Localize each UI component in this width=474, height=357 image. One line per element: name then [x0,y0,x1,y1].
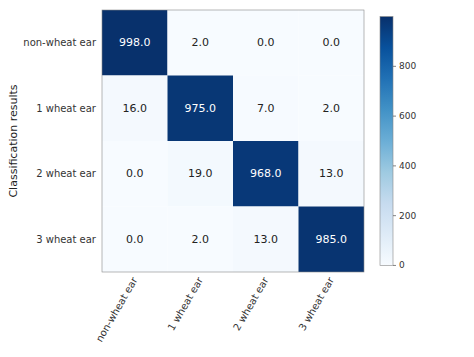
colorbar-tick [393,116,396,117]
cell-label: 968.0 [250,167,282,180]
y-tick-label: 1 wheat ear [36,103,97,114]
cell [299,207,365,273]
colorbar-tick [393,66,396,67]
cell-label: 2.0 [192,36,210,49]
chart: 998.0 2.0 0.0 0.0 16.0 975.0 7.0 2.0 0.0 19.0 968.… [0,0,474,357]
cell-label: 0.0 [257,36,275,49]
colorbar: 0 200 400 600 800 [380,17,416,271]
cell [168,207,234,273]
cell-label: 13.0 [254,233,279,246]
cell [299,76,365,142]
colorbar-tick [393,265,396,266]
cell-label: 998.0 [119,36,151,49]
cell [233,76,299,142]
cell-label: 985.0 [316,233,348,246]
y-tick-label: non-wheat ear [23,37,97,48]
cell [299,10,365,76]
cell [299,141,365,207]
cell-label: 0.0 [126,233,144,246]
cell [233,207,299,273]
cell-label: 0.0 [126,167,144,180]
cell-label: 975.0 [185,102,217,115]
cell-label: 0.0 [323,36,341,49]
cell [168,10,234,76]
colorbar-scale [380,17,393,266]
colorbar-tick-label: 0 [399,260,405,270]
colorbar-tick [393,165,396,166]
y-tick-label: 2 wheat ear [36,168,97,179]
cell [233,10,299,76]
x-tick-label: non-wheat ear [94,274,140,343]
y-tick-label: 3 wheat ear [36,234,97,245]
cell [168,76,234,142]
colorbar-tick-label: 400 [399,161,416,171]
plot-frame [102,10,364,272]
cells [102,10,364,272]
cell-label: 7.0 [257,102,275,115]
cell-label: 2.0 [192,233,210,246]
cell-label: 16.0 [123,102,148,115]
cell-labels: 998.0 2.0 0.0 0.0 16.0 975.0 7.0 2.0 0.0 19.0 968.… [119,36,347,246]
colorbar-tick [393,215,396,216]
cell [102,141,168,207]
x-tick-label: 1 wheat ear [166,274,206,332]
x-tick-label: 3 wheat ear [297,274,337,332]
cell-label: 19.0 [188,167,213,180]
colorbar-tick-label: 600 [399,111,416,121]
cell [102,76,168,142]
cell [233,141,299,207]
cell-label: 13.0 [319,167,344,180]
x-axis: non-wheat ear 1 wheat ear 2 wheat ear 3 whe… [94,274,337,343]
y-axis-label: Classification results [7,84,20,197]
cell [168,141,234,207]
cell [102,207,168,273]
y-axis: non-wheat ear 1 wheat ear 2 wheat ear 3 whe… [23,37,97,245]
cell-label: 2.0 [323,102,341,115]
colorbar-tick-label: 200 [399,211,416,221]
colorbar-tick-label: 800 [399,61,416,71]
x-tick-label: 2 wheat ear [231,274,271,332]
cell [102,10,168,76]
